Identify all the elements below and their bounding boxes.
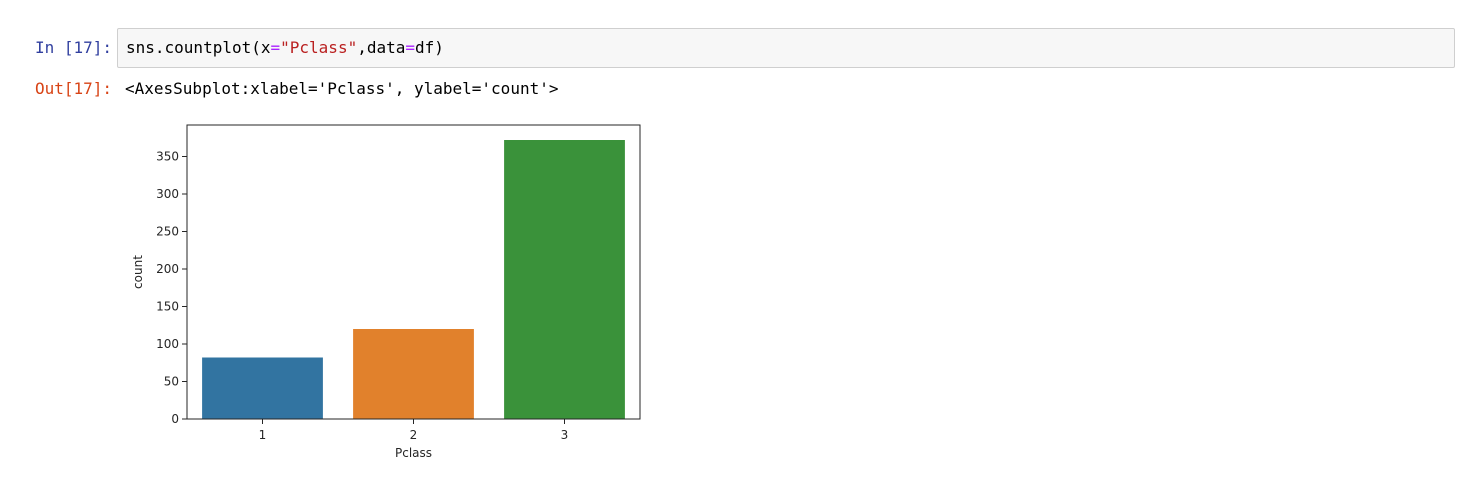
y-axis-label: count	[131, 255, 145, 289]
code-token: "Pclass"	[280, 38, 358, 57]
code-token: ,data	[357, 38, 406, 57]
x-tick-label: 3	[561, 428, 569, 442]
y-tick-label: 50	[164, 375, 179, 389]
code-line[interactable]: sns.countplot(x="Pclass",data=df)	[126, 38, 444, 58]
code-token: sns.countplot(x	[126, 38, 271, 57]
x-tick-label: 2	[410, 428, 418, 442]
y-tick-label: 200	[156, 262, 179, 276]
output-prompt: Out[17]:	[34, 79, 112, 98]
countplot-chart: 0 50 100 150 200 250 300 350 1 2 3 Pclass count	[131, 124, 641, 460]
x-tick-label: 1	[259, 428, 267, 442]
bar-1	[202, 357, 323, 419]
code-token: =	[405, 38, 416, 57]
y-tick-label: 150	[156, 300, 179, 314]
y-tick-label: 0	[171, 412, 179, 426]
code-token: =	[270, 38, 281, 57]
code-token: df)	[415, 38, 444, 57]
bar-2	[353, 329, 474, 419]
bar-3	[504, 140, 625, 419]
y-tick-label: 250	[156, 225, 179, 239]
y-tick-label: 350	[156, 150, 179, 164]
output-text: <AxesSubplot:xlabel='Pclass', ylabel='co…	[125, 79, 559, 98]
x-axis-label: Pclass	[395, 446, 432, 460]
y-tick-label: 100	[156, 337, 179, 351]
input-prompt: In [17]:	[34, 38, 112, 57]
y-tick-label: 300	[156, 187, 179, 201]
code-input-area[interactable]: sns.countplot(x="Pclass",data=df)	[117, 28, 1455, 68]
